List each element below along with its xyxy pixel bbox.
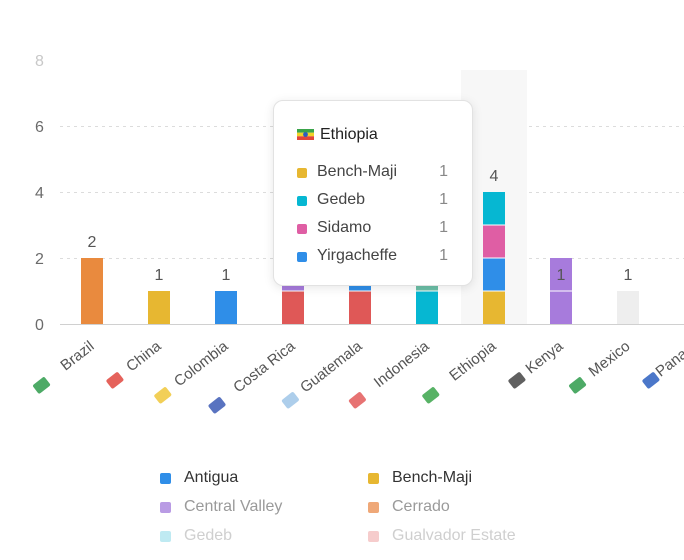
legend-swatch bbox=[160, 531, 171, 542]
y-tick-label: 0 bbox=[35, 317, 44, 334]
tooltip-swatch bbox=[297, 224, 307, 234]
tooltip-value: 1 bbox=[439, 247, 448, 264]
legend-label: Cerrado bbox=[392, 498, 450, 515]
tooltip-swatch bbox=[297, 196, 307, 206]
country-flag-icon bbox=[569, 377, 587, 394]
x-tick-label: Guatemala bbox=[297, 337, 366, 396]
tooltip-title: Ethiopia bbox=[297, 126, 378, 144]
x-tick-label: China bbox=[123, 337, 165, 375]
legend-label: Central Valley bbox=[184, 498, 283, 515]
tooltip-row: Gedeb 1 bbox=[297, 191, 457, 211]
tooltip-value: 1 bbox=[439, 219, 448, 236]
tooltip-swatch bbox=[297, 252, 307, 262]
x-tick-label: Ethiopia bbox=[446, 337, 500, 384]
bar-segment[interactable] bbox=[483, 225, 505, 258]
bar-total-label: 2 bbox=[88, 234, 97, 251]
country-flag-icon bbox=[508, 372, 526, 389]
legend-label: Bench-Maji bbox=[392, 469, 473, 486]
x-tick-label: Mexico bbox=[586, 338, 634, 381]
legend-swatch bbox=[368, 502, 379, 513]
x-tick-label: Colombia bbox=[171, 337, 232, 390]
bar-segment[interactable] bbox=[483, 291, 505, 324]
bar-segment[interactable] bbox=[483, 192, 505, 225]
x-tick: Ethiopia bbox=[422, 337, 500, 404]
country-flag-icon bbox=[281, 392, 299, 409]
tooltip-row: Yirgacheffe 1 bbox=[297, 247, 457, 267]
legend-swatch bbox=[368, 473, 379, 484]
bar-segment[interactable] bbox=[282, 291, 304, 324]
x-tick: China bbox=[106, 337, 165, 389]
x-tick: Brazil bbox=[33, 338, 97, 394]
bar-segment[interactable] bbox=[81, 258, 103, 324]
y-tick-label: 8 bbox=[35, 53, 44, 70]
x-tick-label: Brazil bbox=[57, 338, 97, 374]
tooltip-row: Sidamo 1 bbox=[297, 219, 457, 239]
bar-segment[interactable] bbox=[416, 291, 438, 324]
country-flag-icon bbox=[106, 372, 124, 389]
country-flag-icon bbox=[33, 377, 51, 394]
bar-total-label: 1 bbox=[624, 267, 633, 284]
bar-total-label: 1 bbox=[557, 267, 566, 284]
tooltip-row: Bench-Maji 1 bbox=[297, 163, 457, 183]
bar-segment[interactable] bbox=[550, 258, 572, 291]
bar-total-label: 1 bbox=[155, 267, 164, 284]
bar-segment[interactable] bbox=[550, 291, 572, 324]
bar-total-label: 4 bbox=[490, 168, 499, 185]
tooltip-value: 1 bbox=[439, 163, 448, 180]
bar-segment[interactable] bbox=[349, 291, 371, 324]
tooltip-series-name: Bench-Maji bbox=[317, 163, 398, 180]
tooltip-series-name: Yirgacheffe bbox=[317, 247, 398, 264]
x-tick-label: Kenya bbox=[522, 337, 567, 377]
tooltip-series-name: Sidamo bbox=[317, 219, 372, 236]
tooltip-swatch bbox=[297, 168, 307, 178]
x-tick: Panam bbox=[642, 338, 684, 389]
bar-segment[interactable] bbox=[215, 291, 237, 324]
legend-label: Gedeb bbox=[184, 527, 233, 544]
tooltip-title-text: Ethiopia bbox=[320, 126, 378, 143]
ethiopia-flag-icon bbox=[297, 129, 314, 140]
y-tick-label: 2 bbox=[35, 251, 44, 268]
bar-segment[interactable] bbox=[148, 291, 170, 324]
tooltip-value: 1 bbox=[439, 191, 448, 208]
x-tick-label: Panam bbox=[653, 338, 684, 381]
x-tick-label: Costa Rica bbox=[230, 337, 299, 396]
x-tick-label: Indonesia bbox=[371, 337, 433, 391]
legend-swatch bbox=[368, 531, 379, 542]
bar-segment[interactable] bbox=[483, 258, 505, 291]
bar-total-label: 1 bbox=[222, 267, 231, 284]
y-tick-label: 4 bbox=[35, 185, 44, 202]
x-tick: Mexico bbox=[569, 338, 634, 394]
country-flag-icon bbox=[422, 387, 440, 404]
legend-label: Antigua bbox=[184, 469, 239, 486]
bar-segment[interactable] bbox=[617, 291, 639, 324]
x-tick: Kenya bbox=[508, 337, 567, 389]
legend-swatch bbox=[160, 502, 171, 513]
x-tick: Colombia bbox=[154, 337, 232, 404]
country-flag-icon bbox=[154, 387, 172, 404]
country-flag-icon bbox=[348, 392, 366, 409]
tooltip-series-name: Gedeb bbox=[317, 191, 366, 208]
legend-swatch bbox=[160, 473, 171, 484]
chart-tooltip: Ethiopia Bench-Maji 1 Gedeb 1 Sidamo 1 Yirgach… bbox=[273, 100, 473, 286]
y-tick-label: 6 bbox=[35, 119, 44, 136]
legend-label: Gualvador Estate bbox=[392, 527, 516, 544]
country-flag-icon bbox=[208, 397, 226, 414]
country-flag-icon bbox=[642, 372, 660, 389]
